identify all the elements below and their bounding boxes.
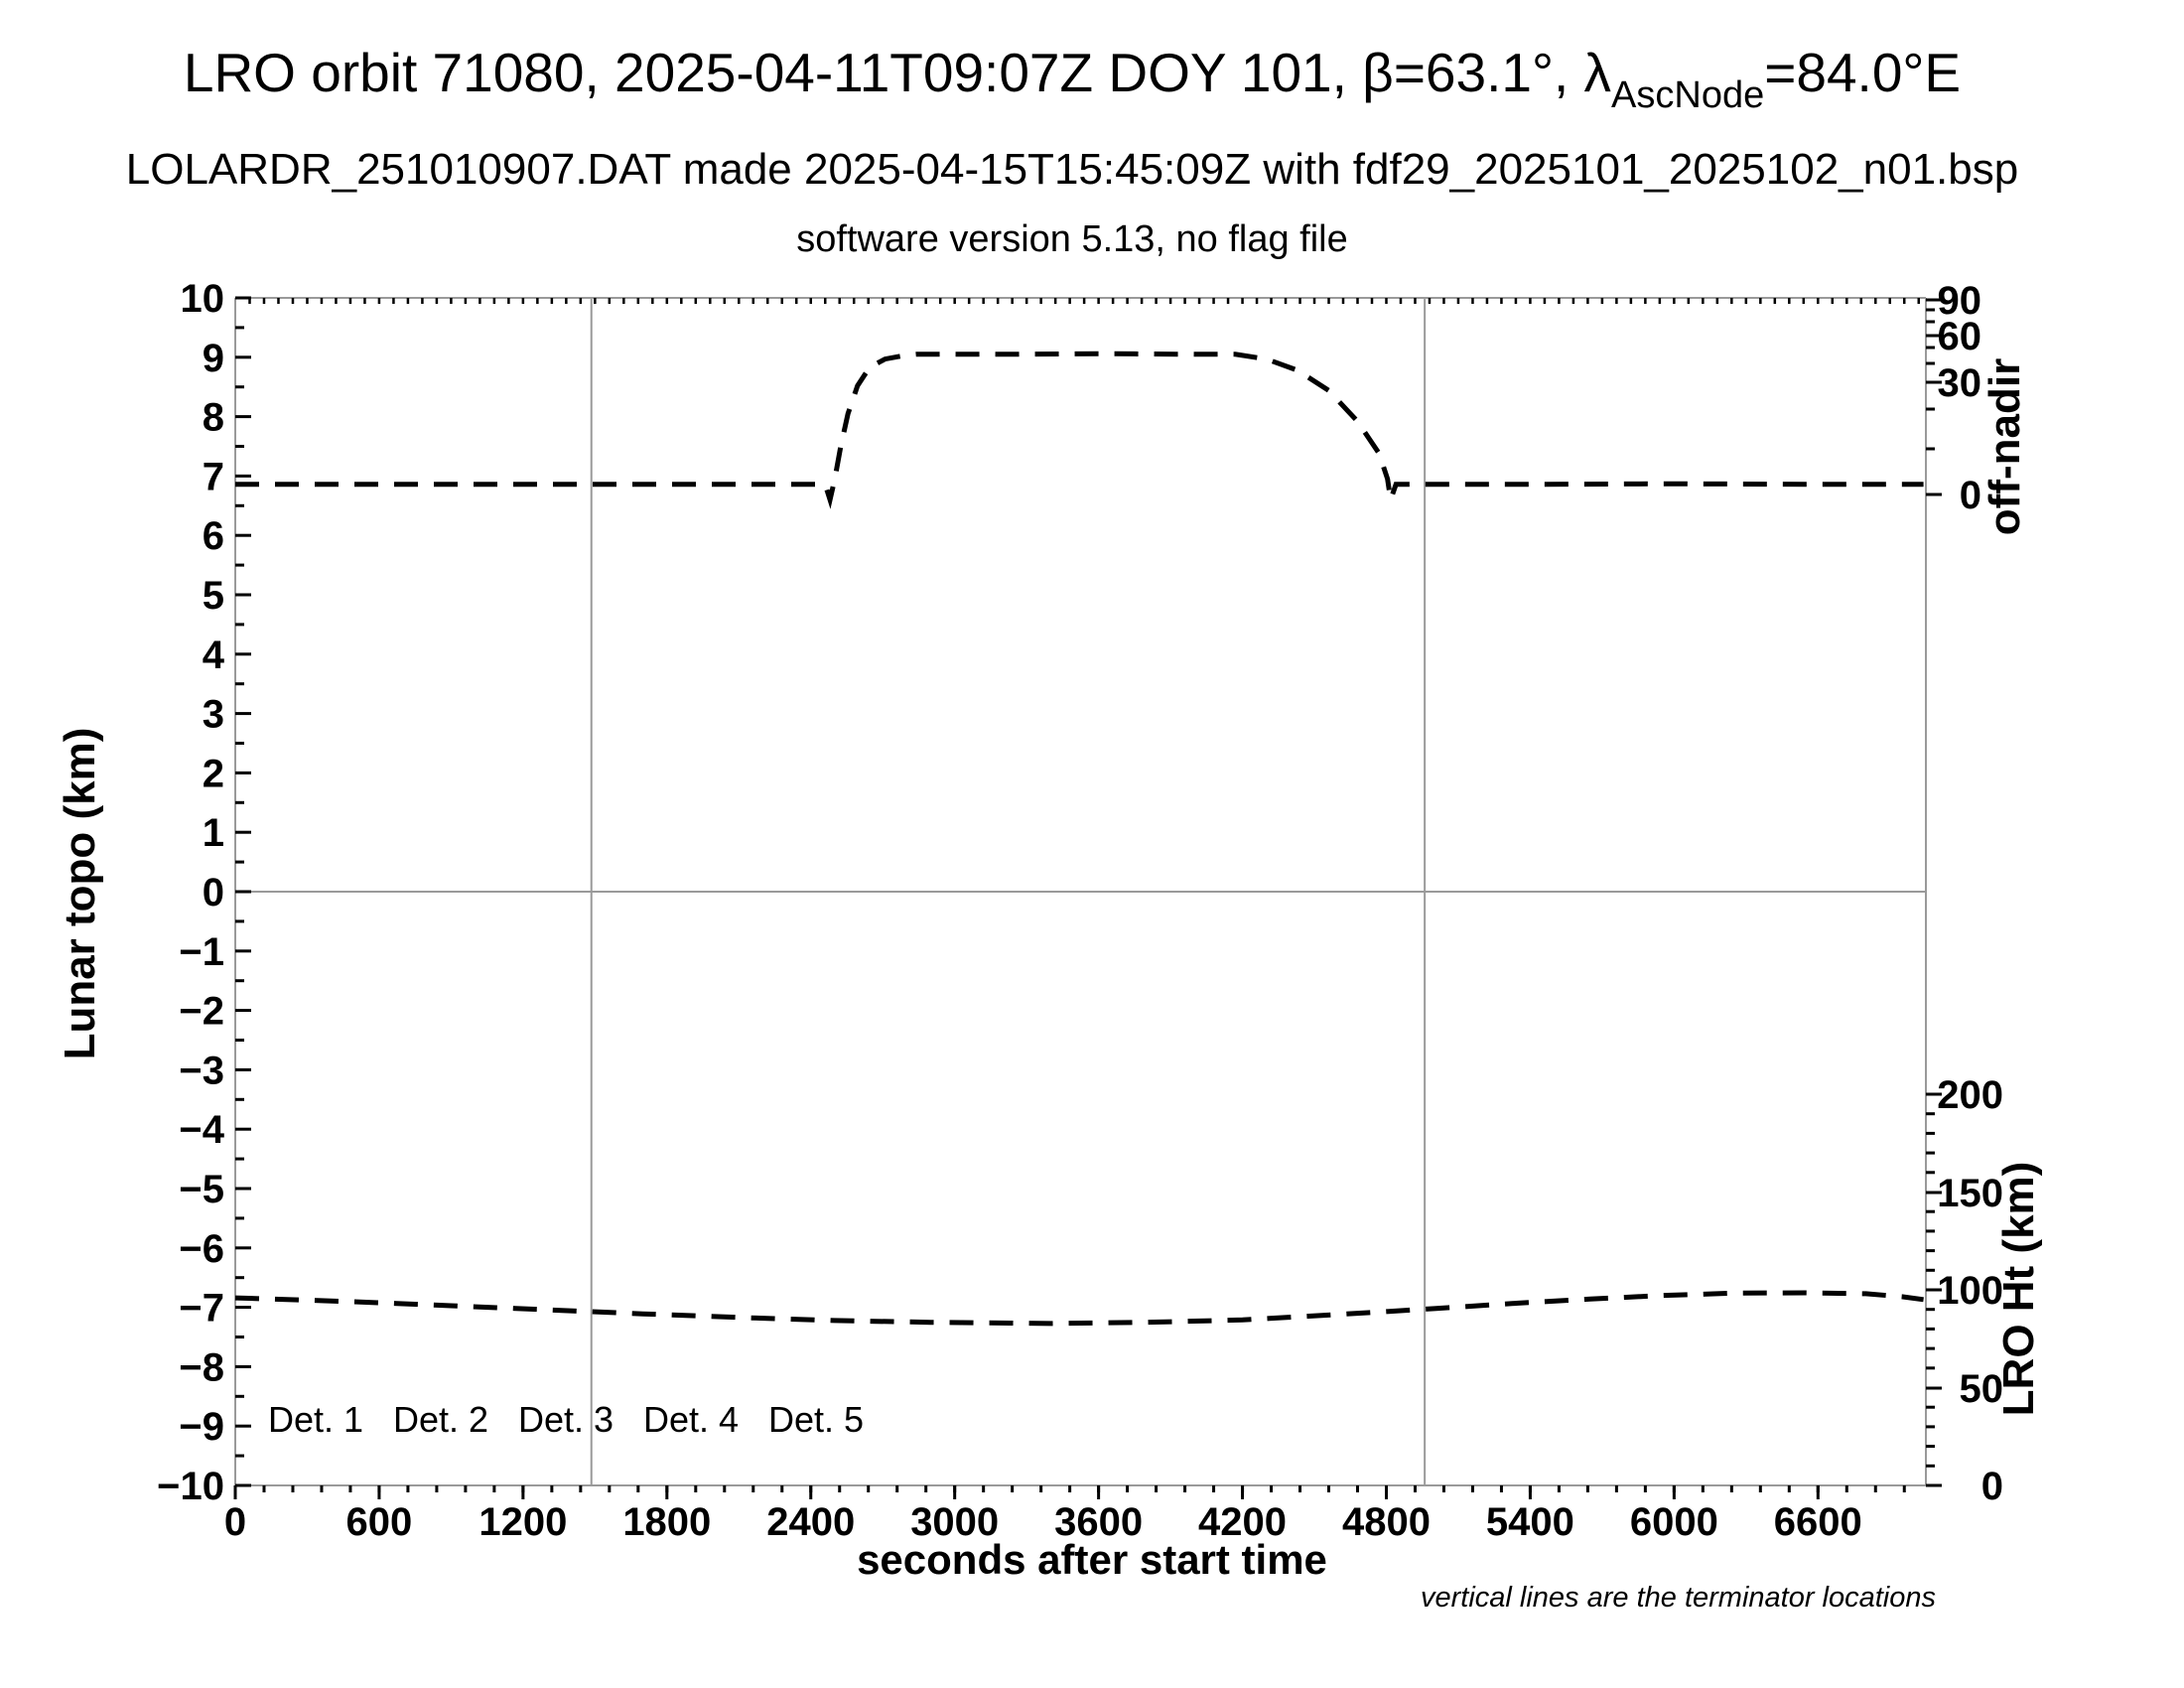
y-left-tick-label: 7 bbox=[203, 455, 224, 498]
y-left-tick-label: −2 bbox=[179, 990, 224, 1034]
lro-ht-axis-title: LRO Ht (km) bbox=[1994, 1162, 2043, 1417]
y-left-tick-label: −7 bbox=[179, 1287, 224, 1331]
plot-subtitle-version-line: software version 5.13, no flag file bbox=[796, 218, 1348, 260]
y-left-tick-label: −8 bbox=[179, 1345, 224, 1389]
terminator-footnote: vertical lines are the terminator locati… bbox=[1421, 1582, 1936, 1614]
off-nadir-curve bbox=[235, 351, 1924, 509]
off-nadir-tick-label: 0 bbox=[1960, 474, 1981, 517]
legend-det-4: Det. 4 bbox=[643, 1399, 739, 1440]
y-left-tick-label: −10 bbox=[157, 1465, 224, 1508]
x-tick-label: 4800 bbox=[1342, 1500, 1431, 1544]
y-left-tick-label: 1 bbox=[203, 811, 224, 855]
lro-ht-tick-label: 0 bbox=[1981, 1465, 2003, 1508]
plot-title: LRO orbit 71080, 2025-04-11T09:07Z DOY 1… bbox=[184, 42, 1961, 116]
plot-title-suffix: =84.0°E bbox=[1764, 42, 1961, 103]
x-tick-label: 3000 bbox=[910, 1500, 999, 1544]
plot-area: 0 600 1200 1800 2400 3000 3600 4200 4800 5400 6000… bbox=[157, 277, 2003, 1544]
x-tick-label: 3600 bbox=[1054, 1500, 1143, 1544]
legend-det-2: Det. 2 bbox=[393, 1399, 488, 1440]
y-left-tick-label: −5 bbox=[179, 1168, 224, 1211]
y-left-axis-title: Lunar topo (km) bbox=[56, 728, 104, 1060]
y-left-tick-label: 4 bbox=[203, 633, 225, 677]
off-nadir-tick-label: 90 bbox=[1938, 279, 1982, 323]
x-tick-label: 4200 bbox=[1198, 1500, 1287, 1544]
x-tick-label: 5400 bbox=[1486, 1500, 1574, 1544]
y-left-tick-label: 3 bbox=[203, 693, 224, 737]
y-left-tick-label: −6 bbox=[179, 1227, 224, 1271]
lro-ht-tick-label: 50 bbox=[1960, 1367, 2004, 1411]
plot-subtitle-file-line: LOLARDR_251010907.DAT made 2025-04-15T15… bbox=[126, 145, 2018, 194]
off-nadir-tick-label: 30 bbox=[1938, 361, 1982, 405]
lro-ht-tick-label: 100 bbox=[1937, 1269, 2003, 1313]
y-left-tick-label: 5 bbox=[203, 574, 224, 618]
detector-legend: Det. 1 Det. 2 Det. 3 Det. 4 Det. 5 bbox=[268, 1399, 864, 1440]
x-tick-label: 1800 bbox=[622, 1500, 711, 1544]
x-tick-label: 2400 bbox=[766, 1500, 855, 1544]
legend-det-3: Det. 3 bbox=[518, 1399, 614, 1440]
lro-ht-tick-label: 150 bbox=[1937, 1172, 2003, 1215]
y-left-tick-label: 0 bbox=[203, 871, 224, 914]
x-tick-label: 6000 bbox=[1630, 1500, 1718, 1544]
legend-det-5: Det. 5 bbox=[768, 1399, 864, 1440]
lro-ht-tick-label: 200 bbox=[1937, 1073, 2003, 1117]
off-nadir-axis-title: off-nadir bbox=[1980, 358, 2029, 535]
y-left-tick-label: −3 bbox=[179, 1049, 224, 1092]
x-tick-label: 600 bbox=[346, 1500, 413, 1544]
y-left-tick-label: −1 bbox=[179, 930, 224, 974]
x-tick-label: 1200 bbox=[478, 1500, 567, 1544]
y-left-tick-label: 2 bbox=[203, 752, 224, 795]
y-left-tick-label: 10 bbox=[181, 277, 225, 321]
y-left-tick-label: −9 bbox=[179, 1405, 224, 1449]
y-left-tick-label: −4 bbox=[179, 1108, 224, 1152]
x-axis-title: seconds after start time bbox=[857, 1536, 1327, 1583]
y-left-tick-label: 9 bbox=[203, 337, 224, 380]
plot-title-main: LRO orbit 71080, 2025-04-11T09:07Z DOY 1… bbox=[184, 42, 1612, 103]
plot-title-subscript: AscNode bbox=[1611, 74, 1764, 116]
y-left-tick-label: 6 bbox=[203, 514, 224, 558]
x-tick-label: 6600 bbox=[1774, 1500, 1862, 1544]
x-tick-label: 0 bbox=[224, 1500, 246, 1544]
lro-height-curve bbox=[234, 1290, 1924, 1327]
legend-det-1: Det. 1 bbox=[268, 1399, 363, 1440]
off-nadir-tick-label: 60 bbox=[1938, 315, 1982, 358]
y-left-tick-label: 8 bbox=[203, 396, 224, 440]
